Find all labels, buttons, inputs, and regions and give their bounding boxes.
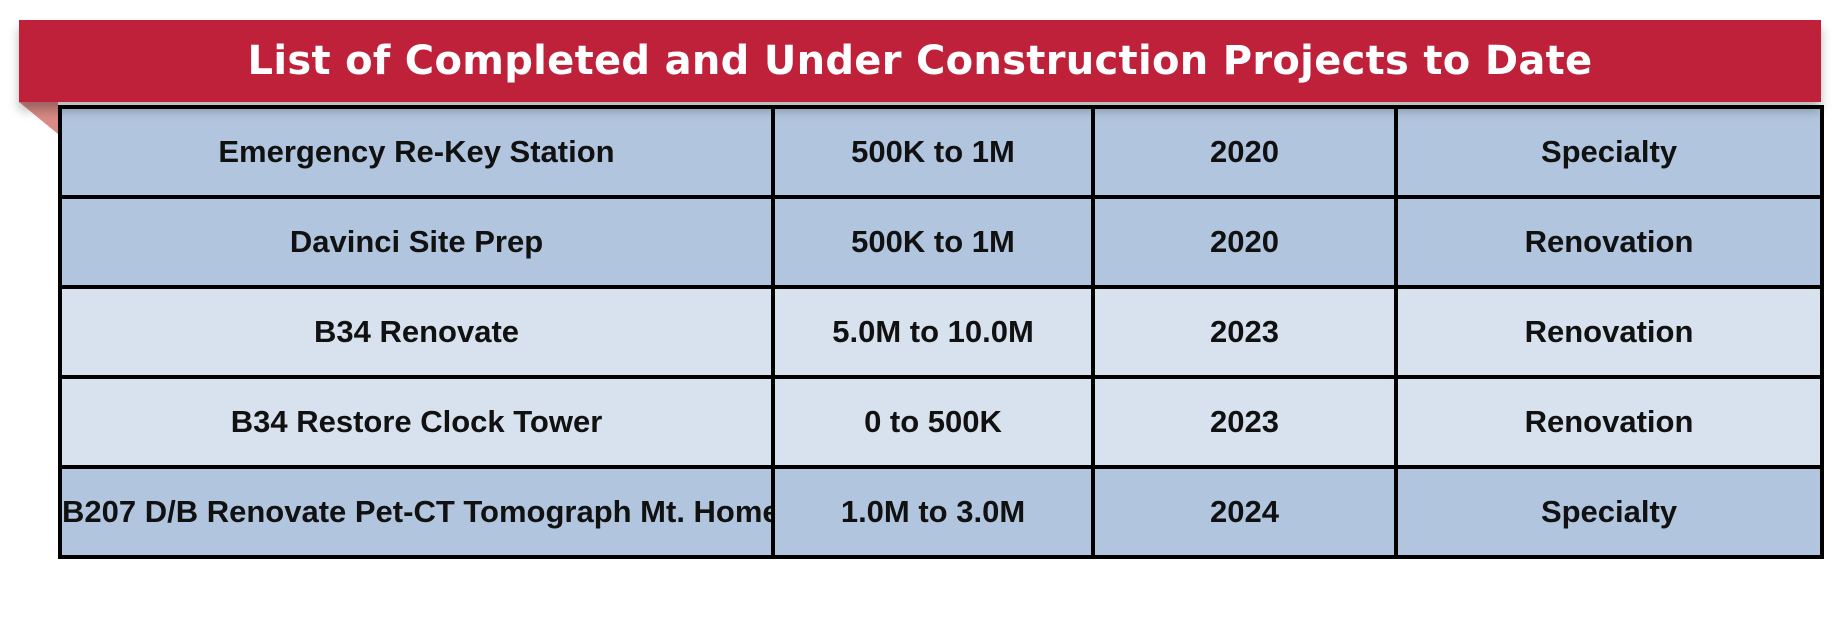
project-value-cell: 1.0M to 3.0M <box>771 465 1095 559</box>
banner-fold-decoration <box>19 102 58 134</box>
project-type-cell: Renovation <box>1394 375 1824 469</box>
project-value-cell: 5.0M to 10.0M <box>771 285 1095 379</box>
table-row: Davinci Site Prep 500K to 1M 2020 Renova… <box>58 195 1824 289</box>
project-name-cell: Emergency Re-Key Station <box>58 105 775 199</box>
table-row: B34 Restore Clock Tower 0 to 500K 2023 R… <box>58 375 1824 469</box>
project-type-cell: Renovation <box>1394 285 1824 379</box>
project-name-cell: B207 D/B Renovate Pet-CT Tomograph Mt. H… <box>58 465 775 559</box>
project-type-cell: Specialty <box>1394 465 1824 559</box>
table-row: B207 D/B Renovate Pet-CT Tomograph Mt. H… <box>58 465 1824 559</box>
project-value-cell: 500K to 1M <box>771 195 1095 289</box>
project-name-cell: B34 Restore Clock Tower <box>58 375 775 469</box>
project-year-cell: 2023 <box>1091 375 1398 469</box>
project-year-cell: 2024 <box>1091 465 1398 559</box>
project-type-cell: Specialty <box>1394 105 1824 199</box>
title-banner: List of Completed and Under Construction… <box>19 20 1821 102</box>
project-value-cell: 500K to 1M <box>771 105 1095 199</box>
project-name-cell: Davinci Site Prep <box>58 195 775 289</box>
project-year-cell: 2020 <box>1091 195 1398 289</box>
page-title: List of Completed and Under Construction… <box>247 38 1593 84</box>
projects-table-container: Emergency Re-Key Station 500K to 1M 2020… <box>58 105 1824 559</box>
project-name-cell: B34 Renovate <box>58 285 775 379</box>
project-type-cell: Renovation <box>1394 195 1824 289</box>
table-row: B34 Renovate 5.0M to 10.0M 2023 Renovati… <box>58 285 1824 379</box>
project-year-cell: 2020 <box>1091 105 1398 199</box>
table-row: Emergency Re-Key Station 500K to 1M 2020… <box>58 105 1824 199</box>
project-value-cell: 0 to 500K <box>771 375 1095 469</box>
project-year-cell: 2023 <box>1091 285 1398 379</box>
projects-table: Emergency Re-Key Station 500K to 1M 2020… <box>58 105 1824 559</box>
